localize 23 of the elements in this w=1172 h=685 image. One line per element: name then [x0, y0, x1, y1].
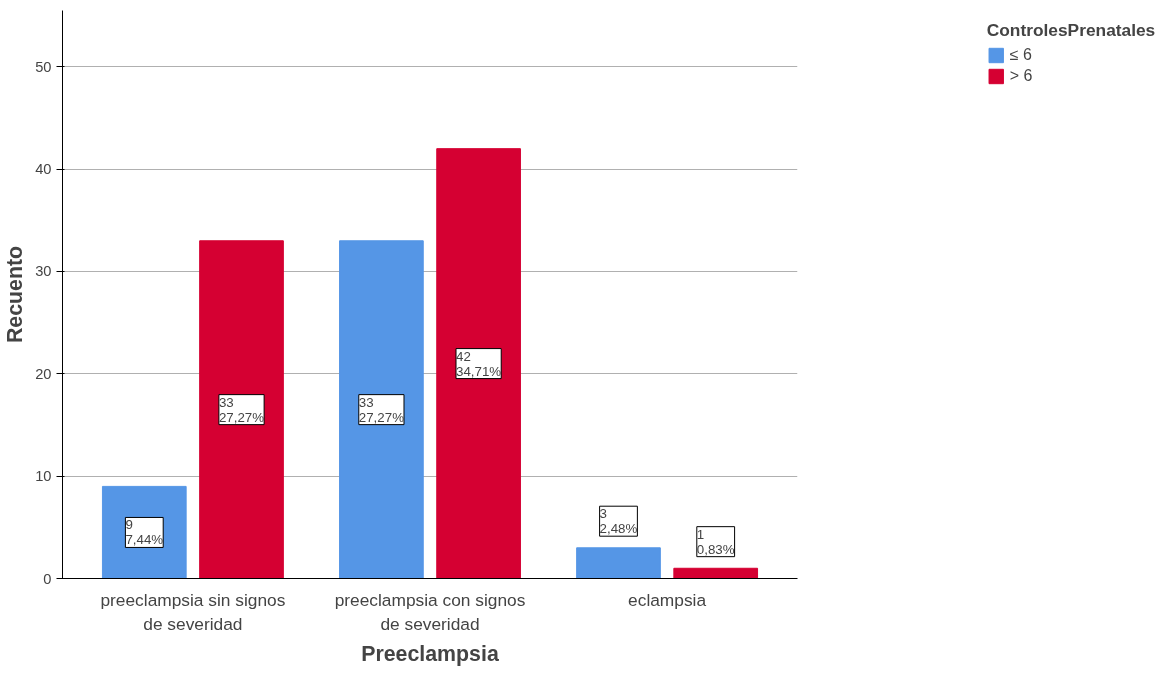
data-label: 1 0,83% [696, 526, 735, 557]
y-axis-title: Recuento [3, 245, 28, 344]
data-label: 3 2,48% [599, 506, 638, 537]
data-label: 33 27,27% [218, 394, 265, 425]
x-axis-title: Preeclampsia [361, 641, 499, 666]
y-tick-label: 30 [35, 263, 52, 280]
y-tick-label: 20 [35, 365, 52, 382]
bar [673, 567, 759, 579]
y-tick-label: 0 [43, 570, 52, 587]
legend-label: > 6 [1009, 67, 1033, 85]
x-tick-label: preeclampsia sin signos de severidad [100, 589, 286, 634]
legend-title: ControlesPrenatales [986, 20, 1156, 41]
x-tick-label: eclampsia [628, 589, 707, 610]
legend-label: ≤ 6 [1009, 46, 1032, 64]
bar [339, 240, 424, 579]
bar [436, 148, 521, 579]
data-label: 9 7,44% [125, 517, 164, 548]
bar [576, 547, 661, 579]
bar [199, 240, 284, 579]
y-tick-label: 10 [35, 468, 52, 485]
y-tick-label: 50 [35, 58, 52, 75]
x-tick-label: preeclampsia con signos de severidad [334, 589, 526, 634]
y-tick-label: 40 [35, 161, 52, 178]
